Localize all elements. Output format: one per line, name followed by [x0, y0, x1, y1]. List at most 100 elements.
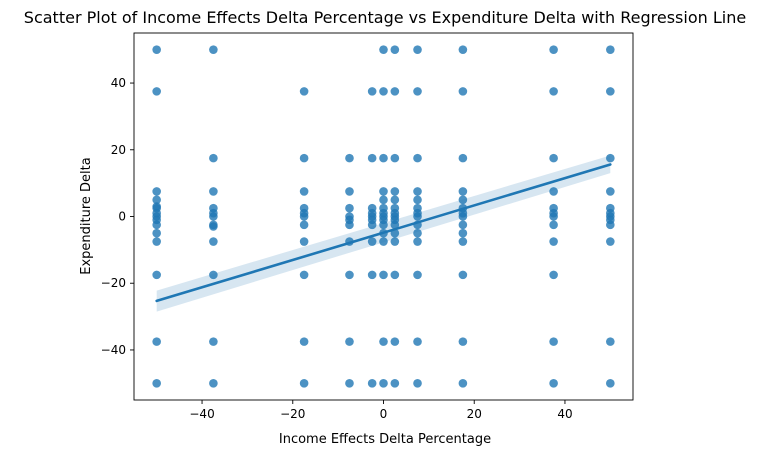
x-tick-label: 40 — [557, 407, 572, 421]
data-point — [390, 153, 400, 163]
data-point — [390, 187, 400, 196]
data-point — [413, 228, 422, 238]
data-point — [413, 87, 422, 96]
data-point — [390, 45, 400, 54]
data-point — [379, 87, 388, 96]
data-point — [152, 228, 161, 238]
data-point — [345, 270, 354, 280]
data-point — [152, 270, 161, 280]
data-point — [299, 220, 309, 230]
data-point — [549, 270, 558, 280]
data-point — [390, 337, 400, 346]
data-point — [299, 187, 309, 196]
data-point — [152, 45, 161, 54]
data-point — [379, 187, 388, 196]
data-point — [606, 45, 615, 54]
x-tick-label: −20 — [280, 407, 305, 421]
data-point — [549, 87, 558, 96]
points-layer — [152, 45, 615, 388]
y-tick-label: −40 — [101, 343, 126, 357]
data-point — [606, 379, 615, 388]
y-tick-label: −20 — [101, 276, 126, 290]
y-tick-label: 0 — [118, 210, 126, 224]
data-point — [379, 153, 388, 163]
data-point — [458, 237, 468, 246]
data-point — [299, 208, 309, 218]
data-point — [606, 208, 615, 218]
data-point — [367, 87, 377, 96]
data-point — [606, 87, 615, 96]
data-point — [367, 215, 377, 225]
data-point — [549, 220, 558, 230]
data-point — [209, 270, 218, 280]
regression-line-layer — [155, 163, 612, 303]
data-point — [413, 45, 422, 54]
data-point — [549, 153, 558, 163]
data-point — [152, 87, 161, 96]
chart-title: Scatter Plot of Income Effects Delta Per… — [24, 8, 746, 27]
data-point — [345, 187, 354, 196]
data-point — [549, 237, 558, 246]
data-point — [209, 379, 218, 388]
data-point — [458, 187, 468, 196]
plot-area — [133, 32, 634, 401]
data-point — [209, 222, 218, 231]
x-tick-label: 20 — [467, 407, 482, 421]
data-point — [458, 45, 468, 54]
data-point — [367, 270, 377, 280]
data-point — [606, 153, 615, 163]
data-point — [390, 237, 400, 246]
data-point — [458, 379, 468, 388]
data-point — [413, 195, 422, 205]
data-point — [152, 379, 161, 388]
data-point — [209, 337, 218, 346]
data-point — [152, 195, 161, 205]
data-point — [379, 270, 388, 280]
data-point — [152, 215, 161, 225]
data-point — [390, 195, 400, 205]
data-point — [413, 208, 422, 218]
data-point — [379, 208, 388, 218]
data-point — [209, 208, 218, 218]
regression-line — [155, 163, 612, 303]
data-point — [549, 208, 558, 218]
data-point — [390, 215, 400, 225]
data-point — [152, 202, 161, 211]
data-point — [299, 379, 309, 388]
y-axis-ticks: −40 −20 0 20 40 — [101, 76, 134, 357]
data-point — [379, 215, 388, 225]
data-point — [549, 379, 558, 388]
data-point — [299, 337, 309, 346]
x-tick-label: −40 — [189, 407, 214, 421]
data-point — [345, 203, 354, 213]
data-point — [549, 187, 558, 196]
data-point — [345, 337, 354, 346]
data-point — [379, 195, 388, 205]
x-tick-label: 0 — [380, 407, 388, 421]
data-point — [549, 337, 558, 346]
data-point — [367, 208, 377, 218]
data-point — [413, 270, 422, 280]
data-point — [209, 237, 218, 246]
data-point — [458, 208, 468, 218]
data-point — [367, 379, 377, 388]
data-point — [458, 87, 468, 96]
data-point — [299, 153, 309, 163]
data-point — [345, 379, 354, 388]
data-point — [299, 87, 309, 96]
data-point — [345, 215, 354, 225]
data-point — [152, 337, 161, 346]
data-point — [606, 215, 615, 225]
data-point — [413, 187, 422, 196]
data-point — [606, 337, 615, 346]
data-point — [152, 237, 161, 246]
data-point — [413, 237, 422, 246]
data-point — [458, 228, 468, 238]
data-point — [209, 153, 218, 163]
data-point — [379, 237, 388, 246]
data-point — [458, 337, 468, 346]
data-point — [413, 337, 422, 346]
data-point — [379, 337, 388, 346]
data-point — [458, 270, 468, 280]
